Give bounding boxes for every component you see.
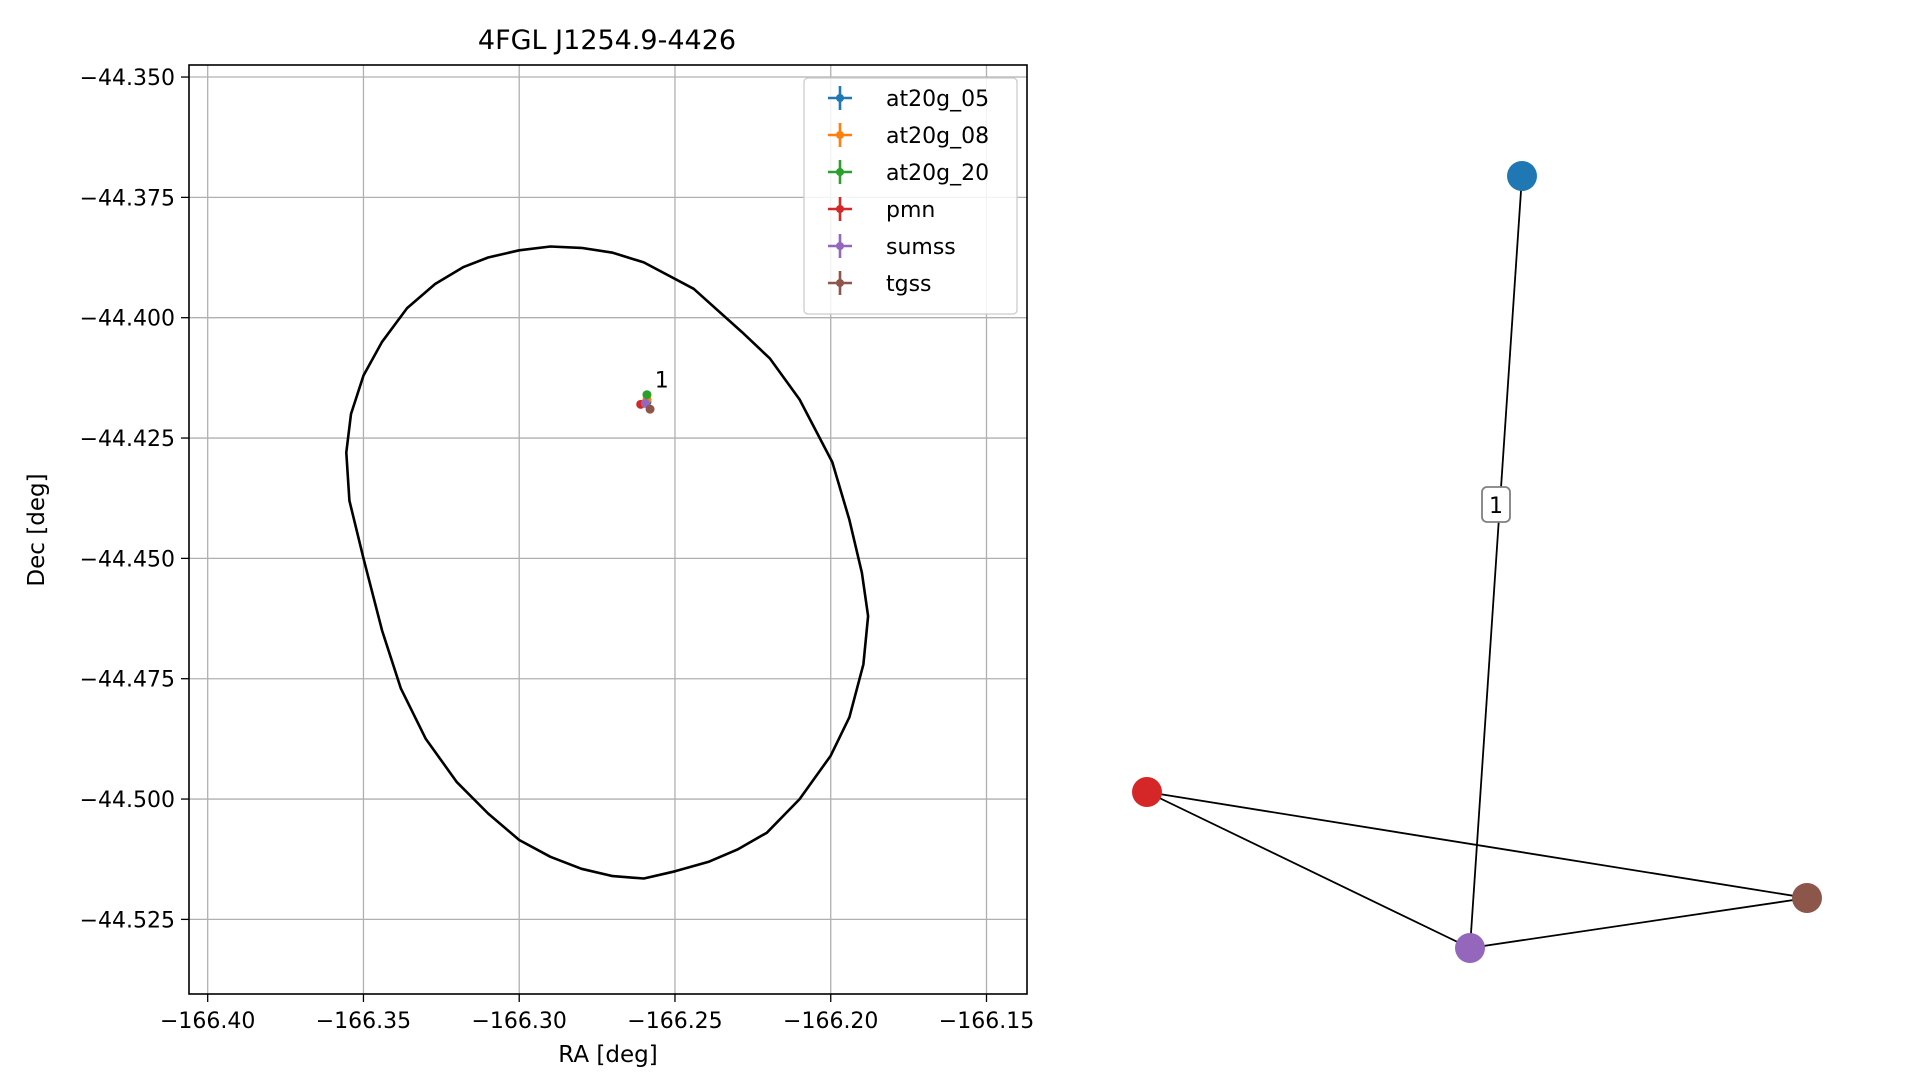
- legend-label-tgss: tgss: [886, 272, 932, 297]
- y-tick-label: −44.500: [80, 788, 175, 813]
- error-ellipse: [344, 245, 870, 880]
- legend-dot-at20g_08: [836, 131, 844, 139]
- x-tick-label: −166.30: [472, 1009, 567, 1034]
- legend-label-pmn: pmn: [886, 198, 935, 223]
- graph-edge-labels: 1: [1481, 486, 1511, 523]
- x-tick-label: −166.15: [939, 1009, 1034, 1034]
- node-tgss: [1792, 883, 1822, 913]
- node-pmn: [1132, 777, 1162, 807]
- edge-sumss-tgss: [1469, 897, 1808, 949]
- legend-label-sumss: sumss: [886, 235, 956, 260]
- point-at20g_20: [642, 390, 652, 400]
- y-tick-label: −44.350: [80, 66, 175, 91]
- legend-label-at20g_08: at20g_08: [886, 124, 989, 149]
- chart-title: 4FGL J1254.9-4426: [478, 25, 736, 56]
- source-points: [636, 390, 655, 414]
- y-tick-label: −44.375: [80, 186, 175, 211]
- node-at20g_05: [1507, 161, 1537, 191]
- y-axis-label: Dec [deg]: [24, 473, 50, 586]
- y-tick-label: −44.400: [80, 307, 175, 332]
- edge-pmn-sumss: [1146, 791, 1471, 949]
- x-tick-label: −166.20: [783, 1009, 878, 1034]
- point-annotation: 1: [655, 369, 669, 394]
- y-tick-label: −44.475: [80, 668, 175, 693]
- point-tgss: [645, 404, 655, 414]
- legend-label-at20g_20: at20g_20: [886, 161, 989, 186]
- network-graph: 1: [1132, 161, 1822, 963]
- graph-nodes: [1132, 161, 1822, 963]
- legend-box: [803, 77, 1018, 315]
- sky-plot: 4FGL J1254.9-4426 1 −166.40 −166.35 −166.3…: [24, 25, 1034, 1068]
- x-axis-label: RA [deg]: [558, 1042, 657, 1068]
- node-sumss: [1455, 933, 1485, 963]
- y-tick-label: −44.525: [80, 908, 175, 933]
- legend-label-at20g_05: at20g_05: [886, 87, 989, 112]
- y-tick-label: −44.425: [80, 427, 175, 452]
- edge-label: 1: [1489, 494, 1503, 519]
- edge-label-box: [1481, 486, 1511, 523]
- x-tick-label: −166.40: [160, 1009, 255, 1034]
- edge-pmn-tgss: [1146, 791, 1808, 899]
- x-tick-label: −166.25: [627, 1009, 722, 1034]
- legend-dot-sumss: [836, 242, 844, 250]
- legend-dot-pmn: [836, 205, 844, 213]
- legend-dot-at20g_05: [836, 94, 844, 102]
- annotations: 1: [655, 369, 669, 394]
- legend-dot-tgss: [836, 279, 844, 287]
- legend-dot-at20g_20: [836, 168, 844, 176]
- x-tick-label: −166.35: [316, 1009, 411, 1034]
- edge-at20g_05-sumss: [1469, 175, 1523, 949]
- plot-frame: [188, 64, 1028, 995]
- localization-ellipse: [344, 245, 870, 880]
- axis-ticks: −166.40 −166.35 −166.30 −166.25 −166.20 −166.…: [80, 66, 1035, 1034]
- y-tick-label: −44.450: [80, 547, 175, 572]
- graph-edges: [1146, 175, 1808, 949]
